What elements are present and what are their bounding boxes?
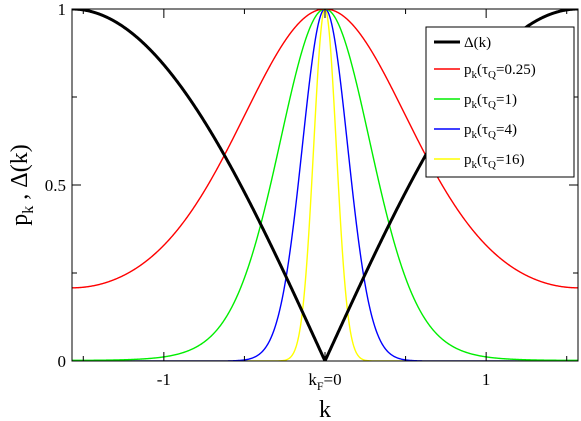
y-axis-title-main: p — [7, 214, 33, 226]
y-tick-label: 0 — [58, 352, 67, 371]
legend: Δ(k) pk(τQ=0.25) pk(τQ=1) pk(τQ=4) pk(τQ=16) — [425, 26, 575, 178]
series-line-tq1 — [72, 9, 578, 361]
legend-label-tq16: pk(τQ=16) — [464, 152, 524, 171]
legend-box — [425, 26, 575, 178]
x-tick-label: -1 — [157, 370, 171, 389]
x-tick-label: kF=0 — [308, 370, 341, 393]
legend-label-delta: Δ(k) — [464, 35, 491, 51]
legend-label-tq4: pk(τQ=4) — [464, 122, 517, 141]
legend-label-tq025: pk(τQ=0.25) — [464, 62, 536, 81]
y-axis-title-sub: k — [20, 206, 37, 214]
y-tick-label: 1 — [58, 0, 67, 19]
y-tick-label: 0.5 — [45, 176, 66, 195]
tick-layer: -1 kF=0 1 0 0.5 1 — [45, 0, 578, 393]
x-axis-title: k — [319, 397, 331, 421]
y-axis-title: pk , Δ(k) — [7, 144, 37, 225]
series-line-tq025 — [72, 9, 578, 289]
x-tick-label: 1 — [482, 370, 491, 389]
legend-label-tq1: pk(τQ=1) — [464, 92, 517, 111]
y-axis-title-rest: , Δ(k) — [7, 144, 33, 205]
legend-items: Δ(k) pk(τQ=0.25) pk(τQ=1) pk(τQ=4) pk(τQ=16) — [434, 35, 536, 171]
